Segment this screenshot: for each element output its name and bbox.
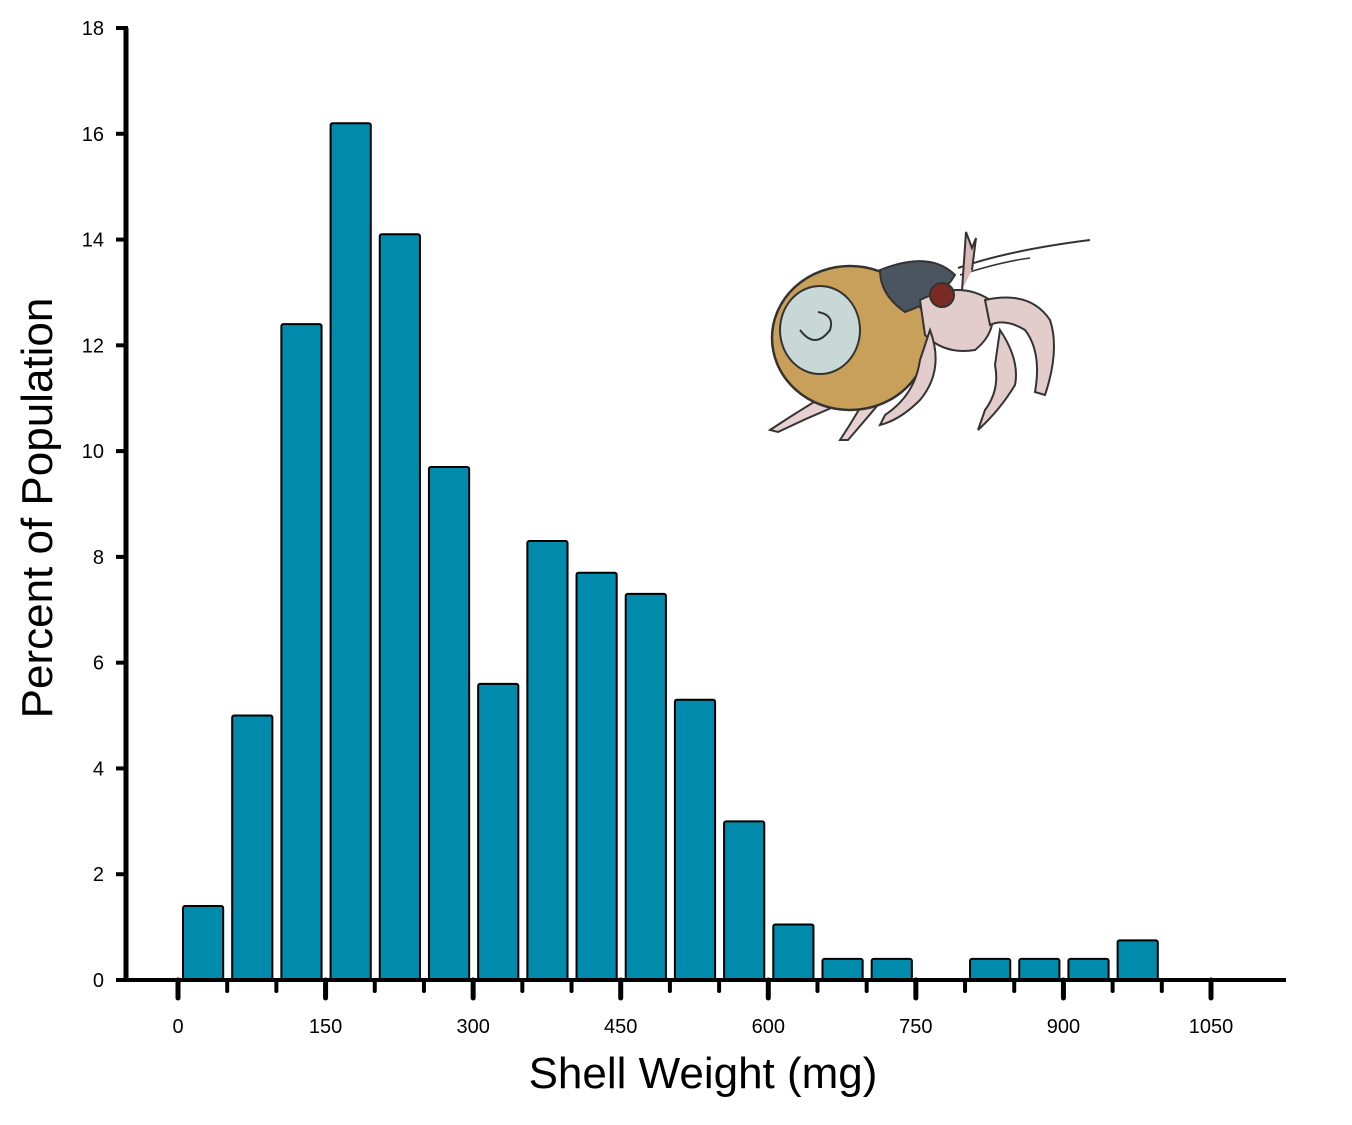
y-tick-label-8: 8: [93, 547, 104, 569]
bar-800: [969, 957, 1012, 981]
y-tick-label-2: 2: [93, 864, 104, 886]
bar-600: [772, 923, 815, 982]
bar-900: [1067, 957, 1110, 981]
bar-450: [624, 592, 667, 982]
bar-250: [427, 465, 471, 981]
bar-300: [477, 682, 520, 981]
bar-50: [231, 714, 274, 981]
y-ticks-group: 0 2 4 6 8 10 12 14 16 18: [82, 18, 128, 992]
bar-850: [1018, 957, 1061, 981]
y-tick-label-0: 0: [93, 970, 104, 992]
bars-group: [182, 122, 1159, 982]
y-tick-label-16: 16: [82, 124, 104, 146]
x-tick-label-750: 750: [899, 1016, 932, 1038]
bar-200: [378, 233, 421, 981]
bar-700: [870, 957, 913, 981]
y-tick-label-6: 6: [93, 653, 104, 675]
y-tick-label-14: 14: [82, 230, 104, 252]
x-tick-label-600: 600: [752, 1016, 785, 1038]
bar-950: [1116, 939, 1159, 981]
bar-150: [329, 122, 372, 981]
hermit-crab-illustration: [767, 231, 1091, 441]
y-axis-title: Percent of Population: [13, 298, 62, 719]
bar-500: [673, 698, 717, 981]
bar-100: [280, 323, 323, 981]
bar-400: [575, 571, 618, 981]
x-tick-label-900: 900: [1047, 1016, 1080, 1038]
bar-650: [821, 957, 864, 981]
y-tick-label-4: 4: [93, 758, 104, 780]
x-tick-label-0: 0: [172, 1016, 183, 1038]
y-tick-label-12: 12: [82, 335, 104, 357]
x-tick-label-450: 450: [604, 1016, 637, 1038]
x-tick-label-1050: 1050: [1189, 1016, 1234, 1038]
x-ticks-group: 0 150 300 450 600 750 900 1050: [172, 977, 1234, 1038]
bar-550: [723, 820, 766, 981]
y-tick-label-18: 18: [82, 18, 104, 40]
x-tick-label-150: 150: [309, 1016, 342, 1038]
x-axis-title: Shell Weight (mg): [529, 1049, 878, 1098]
axes-group: [116, 28, 1286, 982]
y-tick-label-10: 10: [82, 441, 104, 463]
bar-0: [182, 904, 225, 982]
x-tick-label-300: 300: [456, 1016, 489, 1038]
bar-350: [526, 540, 569, 981]
